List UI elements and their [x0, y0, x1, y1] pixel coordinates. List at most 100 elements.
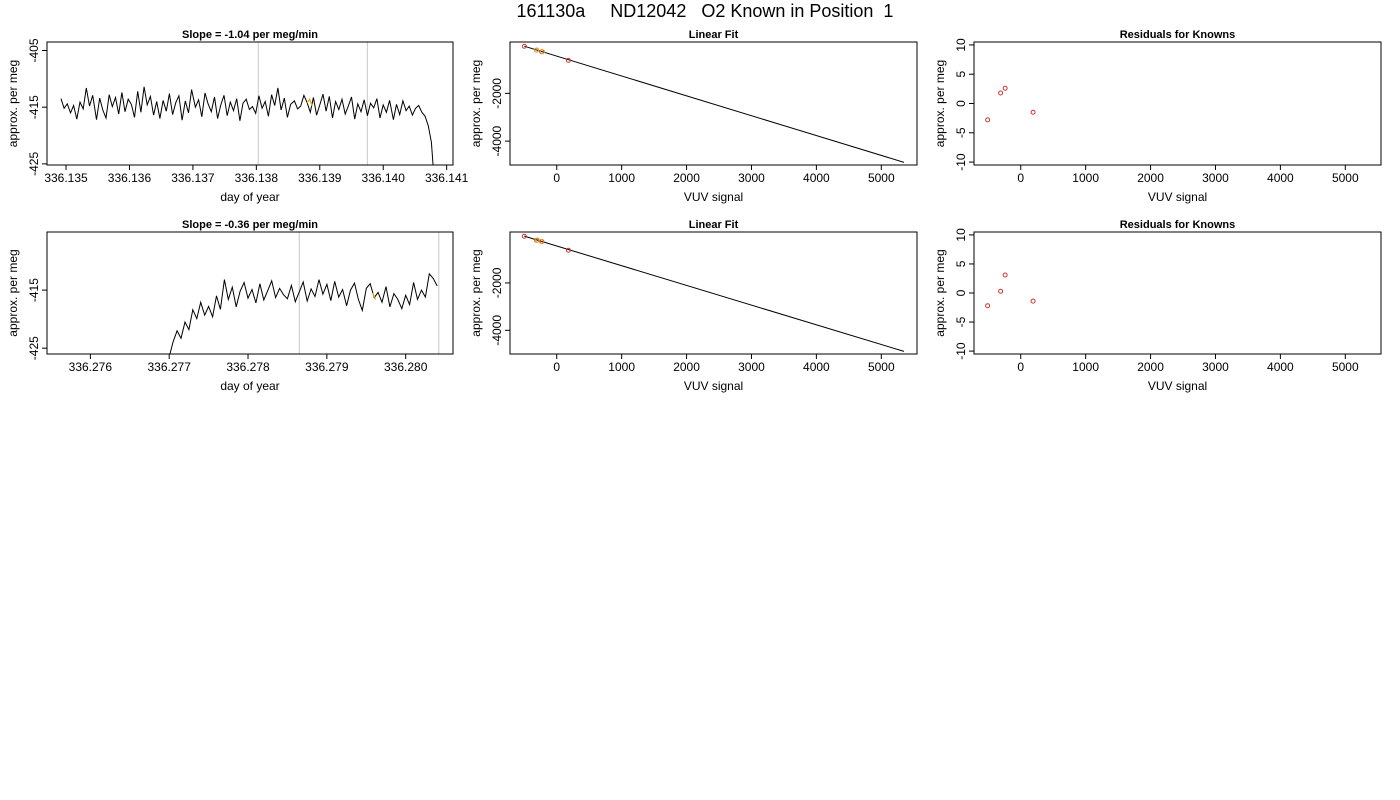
- highlight-point: [534, 47, 540, 53]
- x-tick-label: 336.140: [362, 171, 406, 185]
- x-tick-label: 5000: [868, 171, 895, 185]
- chart-res2: Residuals for Knowns 0 1000 2000 3000 4000 500…: [933, 219, 1382, 393]
- x-tick-label: 336.280: [384, 360, 428, 374]
- highlight-segment: [372, 292, 377, 300]
- data-point: [1030, 109, 1036, 115]
- y-tick-label: 5: [954, 71, 968, 78]
- x-tick-label: 2000: [1137, 171, 1164, 185]
- x-tick-label: 0: [553, 360, 560, 374]
- fit-line: [524, 235, 905, 352]
- x-tick-label: 336.138: [235, 171, 279, 185]
- x-tick-label: 3000: [738, 360, 765, 374]
- data-point: [985, 303, 991, 309]
- y-tick-label: -10: [954, 153, 968, 171]
- chart-fit1: Linear Fit 0 1000 2000 3000 4000 5000 -2000 -400…: [469, 29, 918, 204]
- y-tick-label: 0: [954, 289, 968, 296]
- y-tick-label: 0: [954, 100, 968, 107]
- y-axis-label: approx. per meg: [469, 60, 483, 147]
- plot-area: [985, 85, 1036, 123]
- fit-line: [524, 45, 905, 163]
- data-point: [565, 57, 571, 63]
- y-tick-label: -5: [954, 316, 968, 327]
- highlight-segment: [306, 97, 313, 107]
- y-tick-label: -2000: [490, 78, 504, 109]
- x-tick-label: 3000: [1202, 171, 1229, 185]
- x-tick-label: 4000: [803, 171, 830, 185]
- data-point: [1002, 272, 1008, 278]
- x-tick-label: 5000: [868, 360, 895, 374]
- y-axis-label: approx. per meg: [933, 60, 947, 147]
- y-tick-label: -415: [27, 95, 41, 119]
- x-tick-label: 0: [553, 171, 560, 185]
- y-tick-label: -425: [27, 152, 41, 176]
- data-point: [521, 43, 527, 49]
- series-line: [60, 86, 434, 165]
- y-axis-label: approx. per meg: [6, 60, 20, 147]
- data-point: [521, 233, 527, 239]
- chart-ts2: Slope = -0.36 per meg/min 336.276 336.277 3…: [6, 219, 454, 393]
- y-tick-label: -5: [954, 127, 968, 138]
- plot-frame: [46, 41, 454, 166]
- chart-fit2: Linear Fit 0 1000 2000 3000 4000 5000 -2000 -400…: [469, 219, 918, 393]
- data-point: [1002, 85, 1008, 91]
- x-axis-label: day of year: [220, 190, 279, 204]
- x-tick-label: 336.139: [298, 171, 342, 185]
- data-point: [985, 117, 991, 123]
- x-tick-label: 5000: [1332, 171, 1359, 185]
- plot-frame: [973, 231, 1382, 355]
- data-point: [998, 288, 1004, 294]
- y-tick-label: -415: [27, 278, 41, 302]
- x-tick-label: 1000: [608, 360, 635, 374]
- x-axis-label: day of year: [220, 379, 279, 393]
- y-tick-label: -4000: [490, 125, 504, 156]
- x-tick-label: 2000: [673, 360, 700, 374]
- x-tick-label: 2000: [1137, 360, 1164, 374]
- chart-res1: Residuals for Knowns 0 1000 2000 3000 4000 500…: [933, 29, 1382, 204]
- y-tick-label: -425: [27, 336, 41, 360]
- plot-frame: [973, 41, 1382, 166]
- x-axis-label: VUV signal: [1148, 190, 1207, 204]
- x-tick-label: 336.141: [425, 171, 469, 185]
- x-axis-label: VUV signal: [1148, 379, 1207, 393]
- chart-title: Linear Fit: [689, 29, 739, 41]
- plot-area: [985, 272, 1036, 309]
- x-tick-label: 336.276: [69, 360, 113, 374]
- data-point: [565, 247, 571, 253]
- y-tick-label: -10: [954, 342, 968, 360]
- plot-frame: [509, 41, 918, 166]
- x-axis-label: VUV signal: [684, 190, 743, 204]
- plot-area: [521, 43, 905, 163]
- chart-title: Slope = -1.04 per meg/min: [182, 29, 318, 41]
- x-tick-label: 5000: [1332, 360, 1359, 374]
- y-tick-label: 10: [954, 38, 968, 52]
- x-tick-label: 0: [1017, 360, 1024, 374]
- y-tick-label: -4000: [490, 315, 504, 346]
- y-axis-label: approx. per meg: [469, 249, 483, 336]
- y-tick-label: -405: [27, 38, 41, 62]
- y-axis-label: approx. per meg: [933, 249, 947, 336]
- x-tick-label: 1000: [1072, 171, 1099, 185]
- plot-area: [169, 232, 440, 354]
- x-tick-label: 1000: [608, 171, 635, 185]
- x-axis-label: VUV signal: [684, 379, 743, 393]
- x-tick-label: 336.277: [147, 360, 191, 374]
- x-tick-label: 4000: [1267, 360, 1294, 374]
- y-tick-label: 10: [954, 228, 968, 242]
- data-point: [998, 90, 1004, 96]
- x-tick-label: 1000: [1072, 360, 1099, 374]
- y-axis-label: approx. per meg: [6, 249, 20, 336]
- x-tick-label: 336.279: [305, 360, 349, 374]
- plot-frame: [46, 231, 454, 355]
- x-tick-label: 336.278: [226, 360, 270, 374]
- series-line: [169, 272, 438, 354]
- x-tick-label: 336.136: [108, 171, 152, 185]
- plot-area: [521, 233, 905, 352]
- x-tick-label: 4000: [803, 360, 830, 374]
- x-tick-label: 336.137: [171, 171, 215, 185]
- plot-area: [60, 42, 434, 165]
- x-tick-label: 2000: [673, 171, 700, 185]
- x-tick-label: 3000: [1202, 360, 1229, 374]
- x-tick-label: 3000: [738, 171, 765, 185]
- data-point: [1030, 298, 1036, 304]
